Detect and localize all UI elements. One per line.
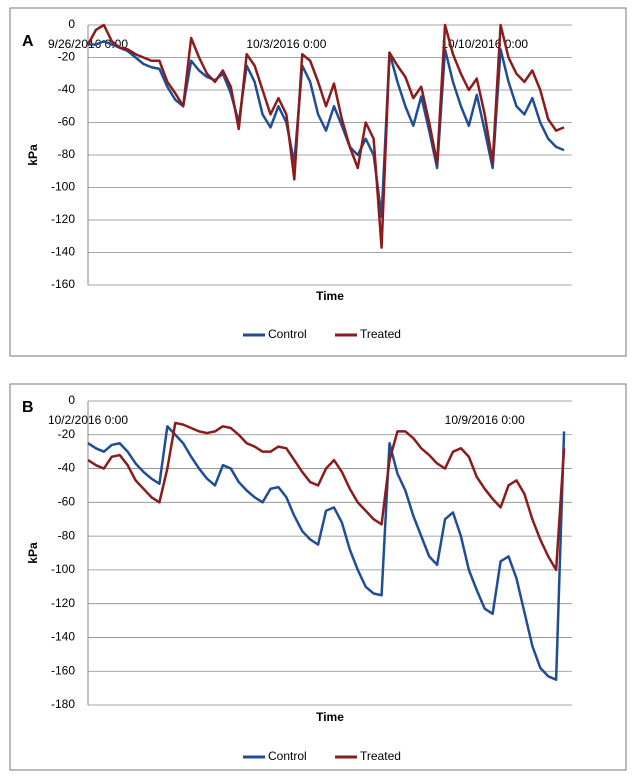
x-tick-label: 10/2/2016 0:00 <box>48 413 128 427</box>
y-tick-label: 0 <box>68 393 75 407</box>
x-axis-label: Time <box>316 710 344 724</box>
y-tick-label: -20 <box>58 427 76 441</box>
x-tick-label: 10/9/2016 0:00 <box>445 413 525 427</box>
panel-label: A <box>22 33 34 50</box>
y-tick-label: -40 <box>58 82 76 96</box>
y-tick-label: -100 <box>51 562 75 576</box>
legend-label: Treated <box>360 327 401 341</box>
y-tick-label: -40 <box>58 461 76 475</box>
y-tick-label: 0 <box>68 17 75 31</box>
panel-label: B <box>22 399 34 416</box>
y-tick-label: -160 <box>51 663 75 677</box>
y-tick-label: -140 <box>51 245 75 259</box>
data-line <box>87 425 566 681</box>
y-tick-label: -60 <box>58 495 76 509</box>
x-axis-label: Time <box>316 289 344 303</box>
y-tick-label: -160 <box>51 277 75 291</box>
x-tick-label: 10/3/2016 0:00 <box>246 37 326 51</box>
y-tick-label: -120 <box>51 596 75 610</box>
y-axis-label: kPa <box>26 542 40 564</box>
y-tick-label: -20 <box>58 50 76 64</box>
legend-label: Treated <box>360 749 401 763</box>
y-axis-label: kPa <box>26 144 40 166</box>
panel-frame <box>9 383 627 771</box>
y-tick-label: -80 <box>58 528 76 542</box>
x-tick-label: 10/10/2016 0:00 <box>441 37 528 51</box>
y-tick-label: -60 <box>58 115 76 129</box>
data-line <box>88 40 565 218</box>
data-line <box>87 421 566 572</box>
data-line <box>86 23 565 249</box>
panel-frame <box>9 7 627 357</box>
y-tick-label: -120 <box>51 212 75 226</box>
legend-label: Control <box>268 749 307 763</box>
y-tick-label: -100 <box>51 180 75 194</box>
legend-label: Control <box>268 327 307 341</box>
y-tick-label: -140 <box>51 630 75 644</box>
y-tick-label: -180 <box>51 697 75 711</box>
y-tick-label: -80 <box>58 147 76 161</box>
